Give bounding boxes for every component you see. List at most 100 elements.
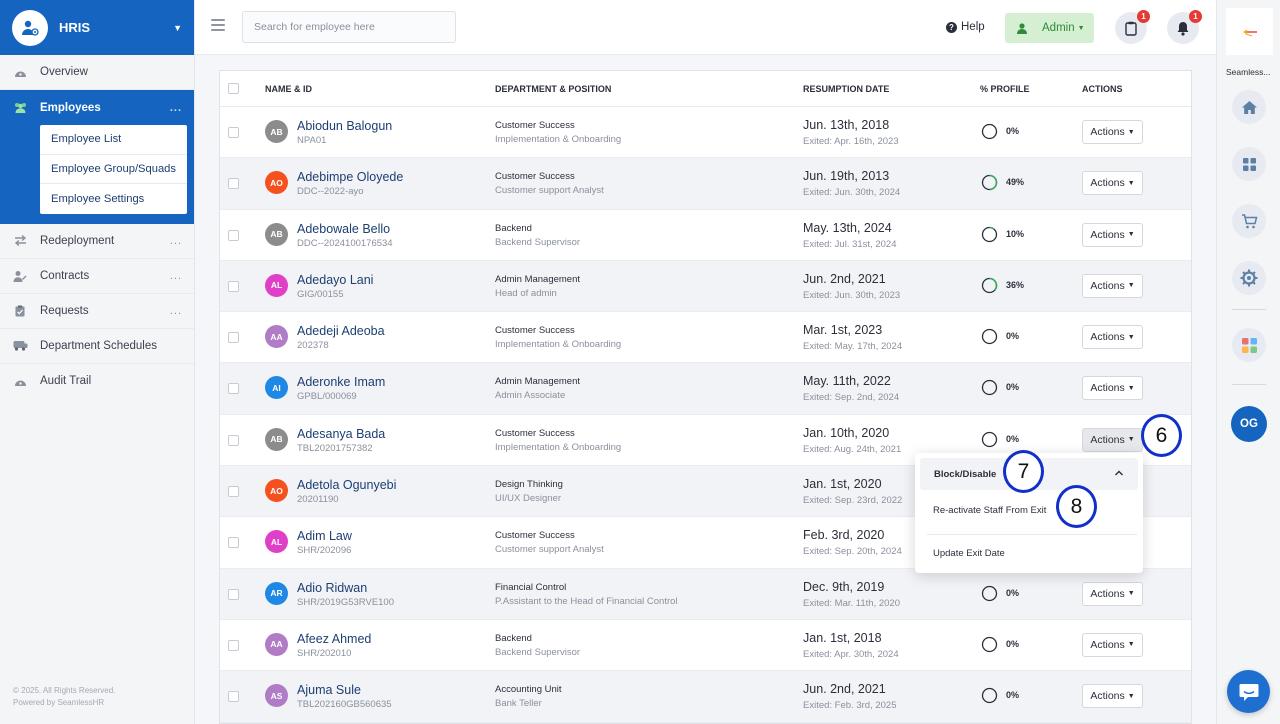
sidebar-item-audit-trail[interactable]: Audit Trail: [0, 364, 194, 399]
sidebar-item-overview[interactable]: Overview: [0, 55, 194, 90]
actions-button[interactable]: Actions ▼: [1082, 632, 1143, 657]
reactivate-staff-option[interactable]: Re-activate Staff From Exit: [933, 505, 1047, 516]
row-checkbox[interactable]: [228, 229, 239, 241]
app-switcher[interactable]: HRIS ▼: [0, 0, 194, 55]
actions-button[interactable]: Actions ▼: [1082, 222, 1143, 247]
grid-icon: [1242, 157, 1256, 171]
employee-name-link[interactable]: Adim Law: [297, 529, 352, 544]
profile-progress-ring: [981, 329, 998, 345]
profile-percent: 0%: [1006, 433, 1020, 444]
department: Accounting Unit: [495, 684, 562, 696]
actions-button[interactable]: Actions ▼: [1082, 684, 1143, 709]
select-all-checkbox[interactable]: [228, 83, 239, 94]
chat-support-button[interactable]: [1227, 670, 1270, 713]
row-checkbox[interactable]: [228, 691, 239, 703]
employee-name-link[interactable]: Adedayo Lani: [297, 272, 374, 287]
employee-name-link[interactable]: Adesanya Bada: [297, 426, 386, 441]
actions-button[interactable]: Actions ▼: [1082, 325, 1143, 350]
employee-name-link[interactable]: Afeez Ahmed: [297, 631, 372, 646]
hamburger-menu-icon[interactable]: [211, 19, 225, 31]
employee-id: 202378: [297, 340, 329, 352]
resumption-date: Dec. 9th, 2019: [803, 579, 885, 594]
employee-name-link[interactable]: Adetola Ogunyebi: [297, 478, 397, 493]
row-checkbox[interactable]: [228, 280, 239, 292]
profile-progress-ring: [981, 636, 998, 653]
employee-name-link[interactable]: Ajuma Sule: [297, 683, 361, 698]
profile-progress-ring: [981, 226, 998, 242]
resumption-date: May. 11th, 2022: [803, 374, 891, 389]
employee-id: GIG/00155: [297, 288, 344, 300]
position: Admin Associate: [495, 390, 566, 402]
resumption-date: Jun. 2nd, 2021: [803, 271, 886, 286]
employee-name-link[interactable]: Abiodun Balogun: [297, 119, 393, 133]
actions-button[interactable]: Actions ▼: [1082, 273, 1143, 298]
search-input[interactable]: [242, 11, 456, 43]
resumption-date: Mar. 1st, 2023: [803, 323, 883, 338]
row-checkbox[interactable]: [228, 537, 239, 549]
profile-percent: 0%: [1006, 382, 1020, 393]
copyright-line: © 2025. All Rights Reserved.: [13, 686, 116, 695]
more-icon[interactable]: ...: [169, 234, 182, 247]
sidebar-item-label: Contracts: [40, 269, 90, 282]
cart-icon: [1241, 213, 1257, 228]
row-checkbox[interactable]: [228, 383, 239, 395]
actions-button[interactable]: Actions ▼: [1082, 171, 1143, 196]
department: Admin Management: [495, 376, 581, 388]
table-row: AO Adebimpe Oloyede DDC--2022-ayo Customer …: [220, 158, 1191, 210]
employee-name-link[interactable]: Adebowale Bello: [297, 221, 391, 236]
actions-button[interactable]: Actions ▼: [1082, 376, 1143, 401]
rail-home-button[interactable]: [1232, 90, 1266, 124]
rail-apps-button[interactable]: [1232, 147, 1266, 181]
rail-store-button[interactable]: [1232, 204, 1266, 238]
caret-down-icon: ▼: [1127, 590, 1135, 598]
user-pen-icon: [12, 268, 28, 284]
seamless-logo-icon[interactable]: [1226, 8, 1273, 55]
actions-button[interactable]: Actions ▼: [1082, 581, 1143, 606]
sidebar-item-department-schedules[interactable]: Department Schedules: [0, 329, 194, 364]
rail-settings-button[interactable]: [1232, 261, 1266, 295]
row-checkbox[interactable]: [228, 178, 239, 190]
department: Design Thinking: [495, 479, 563, 491]
submenu-employee-list[interactable]: Employee List: [40, 125, 187, 155]
admin-role-button[interactable]: Admin ▼: [1005, 13, 1094, 43]
more-icon[interactable]: ...: [169, 304, 182, 317]
update-exit-date-option[interactable]: Update Exit Date: [933, 548, 1005, 559]
avatar: AR: [265, 581, 288, 605]
actions-label: Actions: [1090, 587, 1125, 600]
notifications-button[interactable]: 1: [1167, 10, 1202, 44]
row-checkbox[interactable]: [228, 588, 239, 600]
colored-blocks-icon: [1241, 337, 1257, 353]
employee-name-link[interactable]: Aderonke Imam: [297, 375, 386, 390]
department: Customer Success: [495, 171, 575, 183]
sidebar-item-employees[interactable]: Employees ...: [0, 90, 194, 125]
submenu-employee-settings[interactable]: Employee Settings: [51, 192, 145, 205]
actions-button[interactable]: Actions ▼: [1082, 427, 1143, 452]
more-icon[interactable]: ...: [169, 269, 182, 282]
row-checkbox[interactable]: [228, 127, 239, 138]
row-checkbox[interactable]: [228, 639, 239, 651]
employee-name-link[interactable]: Adebimpe Oloyede: [297, 170, 404, 185]
profile-progress-ring: [981, 174, 998, 191]
row-checkbox[interactable]: [228, 332, 239, 344]
sidebar-item-contracts[interactable]: Contracts ...: [0, 259, 194, 294]
employee-name-link[interactable]: Adio Ridwan: [297, 580, 368, 595]
profile-percent: 49%: [1006, 177, 1025, 188]
submenu-employee-groups[interactable]: Employee Group/Squads: [40, 155, 187, 185]
user-avatar[interactable]: OG: [1231, 406, 1267, 442]
more-icon[interactable]: ...: [169, 101, 182, 114]
clipboard-icon: [1125, 21, 1137, 36]
clipboard-button[interactable]: 1: [1115, 10, 1150, 44]
actions-button[interactable]: Actions ▼: [1082, 120, 1143, 144]
rail-marketplace-button[interactable]: [1232, 328, 1266, 362]
sidebar-item-requests[interactable]: Requests ...: [0, 294, 194, 329]
employee-id: SHR/202010: [297, 647, 352, 659]
step-callout: 6: [1141, 414, 1182, 457]
row-checkbox[interactable]: [228, 434, 239, 446]
row-checkbox[interactable]: [228, 486, 239, 498]
sidebar-item-redeployment[interactable]: Redeployment ...: [0, 224, 194, 259]
employee-id: DDC--2024100176534: [297, 237, 393, 249]
exit-date: Exited: May. 17th, 2024: [803, 341, 903, 353]
caret-down-icon: ▼: [1127, 179, 1135, 187]
employee-name-link[interactable]: Adedeji Adeoba: [297, 324, 385, 339]
help-link[interactable]: ? Help: [946, 21, 985, 33]
